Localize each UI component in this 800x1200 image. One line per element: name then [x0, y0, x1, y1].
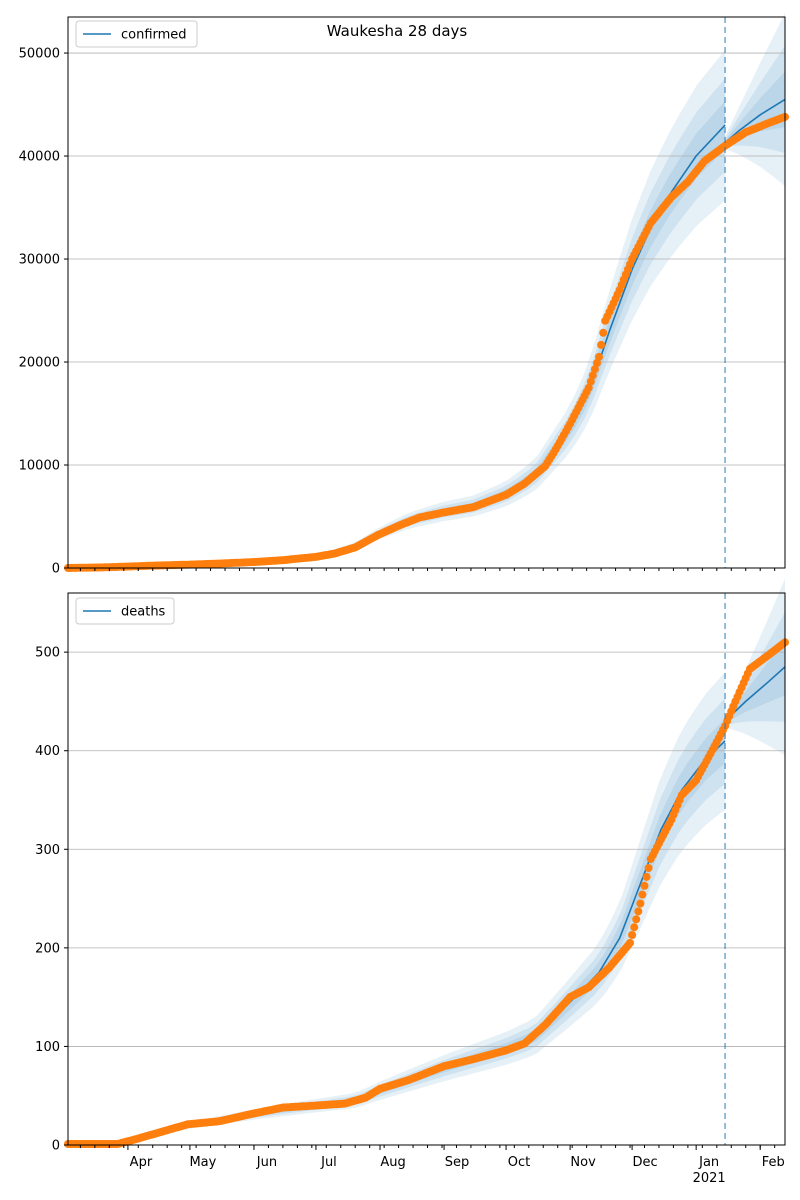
observed-point — [634, 907, 643, 916]
confirmed-y-axis: 0 10000 20000 30000 40000 50000 — [19, 47, 68, 577]
y-tick-label: 10000 — [19, 459, 60, 474]
y-tick-label: 200 — [35, 941, 60, 956]
y-tick-label: 400 — [35, 744, 60, 759]
x-tick-label: May — [189, 1155, 216, 1170]
deaths-y-axis: 0 100 200 300 400 500 — [35, 646, 68, 1154]
x-tick-label: Jan — [698, 1155, 719, 1170]
observed-point — [593, 359, 601, 367]
observed-point — [584, 383, 593, 392]
observed-point — [626, 938, 634, 947]
y-tick-label: 20000 — [19, 356, 60, 371]
uncertainty-band — [68, 672, 726, 1145]
x-tick-label: Jul — [320, 1155, 337, 1170]
deaths-observed-points — [64, 638, 789, 1148]
uncertainty-band — [68, 101, 726, 568]
legend-label-confirmed: confirmed — [121, 28, 187, 43]
x-tick-year-label: 2021 — [693, 1171, 726, 1186]
confirmed-forecast-line — [724, 98, 786, 144]
x-tick-label: Oct — [508, 1155, 530, 1170]
observed-point — [644, 864, 653, 872]
deaths-panel: 0 100 200 300 400 500 Apr May Jun Jul Aug Sep Oct No… — [35, 578, 789, 1186]
legend-box — [75, 597, 175, 625]
observed-point — [636, 899, 645, 908]
x-tick-label: Apr — [130, 1155, 153, 1170]
x-tick-label: Jun — [256, 1155, 277, 1170]
observed-point — [586, 377, 595, 386]
confirmed-legend: confirmed — [75, 20, 198, 48]
y-tick-label: 300 — [35, 843, 60, 858]
uncertainty-band — [725, 638, 785, 724]
confirmed-fit-line — [67, 124, 726, 569]
x-tick-label: Sep — [445, 1155, 470, 1170]
legend-box — [75, 20, 198, 48]
observed-point — [638, 890, 647, 899]
y-tick-label: 50000 — [19, 47, 60, 62]
observed-point — [595, 352, 603, 361]
observed-point — [640, 881, 649, 890]
deaths-forecast-line — [724, 666, 786, 722]
x-tick-label: Feb — [762, 1155, 785, 1170]
observed-point — [632, 915, 641, 924]
observed-point — [628, 931, 637, 939]
confirmed-observed-points — [64, 112, 789, 572]
confirmed-uncertainty-bands — [68, 12, 785, 568]
observed-point — [590, 365, 599, 374]
y-tick-label: 100 — [35, 1040, 60, 1055]
y-tick-label: 30000 — [19, 253, 60, 268]
figure-title: Waukesha 28 days — [327, 22, 468, 40]
confirmed-axes-frame — [67, 16, 786, 569]
x-tick-label: Dec — [633, 1155, 658, 1170]
x-tick-label: Nov — [570, 1155, 596, 1170]
observed-point — [599, 328, 608, 337]
x-tick-label: Aug — [380, 1155, 405, 1170]
y-tick-label: 40000 — [19, 150, 60, 165]
deaths-uncertainty-bands — [68, 578, 785, 1145]
observed-point — [588, 371, 597, 380]
observed-point — [597, 340, 606, 349]
observed-point — [642, 872, 651, 881]
y-tick-label: 500 — [35, 646, 60, 661]
confirmed-x-ticks — [79, 568, 776, 571]
confirmed-panel: 0 10000 20000 30000 40000 50000 confirmed — [19, 12, 789, 577]
deaths-legend: deaths — [75, 597, 175, 625]
uncertainty-band — [725, 12, 785, 187]
y-tick-label: 0 — [52, 1139, 60, 1154]
legend-label-deaths: deaths — [121, 605, 166, 620]
y-tick-label: 0 — [52, 562, 60, 577]
observed-point — [630, 923, 639, 932]
deaths-axes-frame — [67, 592, 786, 1146]
